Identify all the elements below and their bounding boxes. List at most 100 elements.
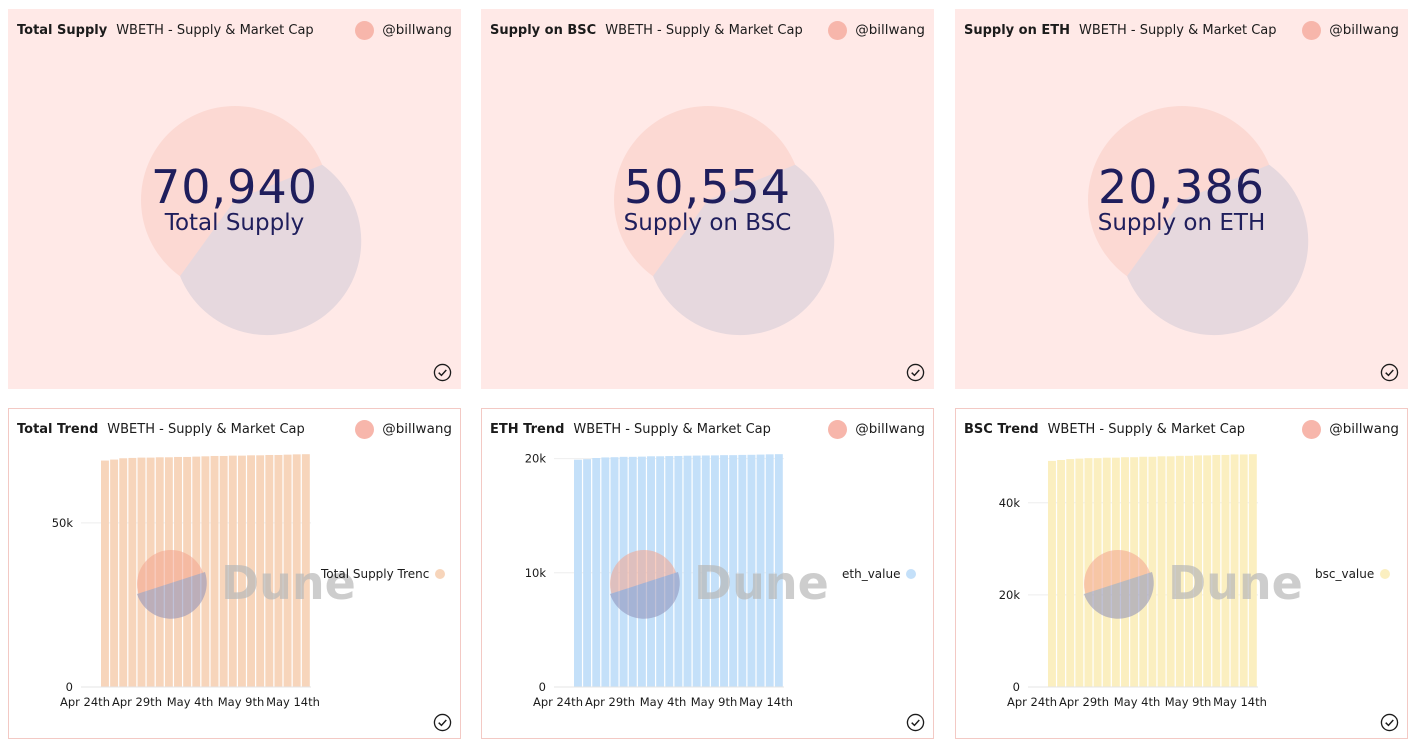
legend-label: Total Supply Trenc — [321, 567, 430, 581]
bar — [1066, 459, 1075, 687]
legend-item[interactable]: bsc_value — [1315, 567, 1391, 581]
bar — [1248, 454, 1257, 687]
watermark-text: Dune — [694, 556, 829, 610]
bar — [774, 454, 783, 687]
bar — [1184, 455, 1193, 687]
author-link[interactable]: @billwang — [355, 20, 452, 40]
bar — [756, 454, 765, 687]
bar — [583, 459, 592, 687]
x-tick-label: May 14th — [1213, 695, 1267, 709]
query-title-link[interactable]: WBETH - Supply & Market Cap — [1079, 22, 1277, 38]
card-header: ETH Trend WBETH - Supply & Market Cap @b… — [490, 418, 925, 440]
check-icon — [433, 363, 452, 382]
bar — [1239, 454, 1248, 687]
x-tick-label: May 9th — [1165, 695, 1212, 709]
query-title-link[interactable]: WBETH - Supply & Market Cap — [116, 22, 314, 38]
bar-chart: 0 10k 20k Apr 24th Apr 29th May 4th May 9th May… — [525, 452, 829, 709]
counter-label: Supply on ETH — [1097, 210, 1266, 236]
bar — [765, 454, 774, 687]
x-tick-label: May 4th — [640, 695, 687, 709]
bar — [274, 454, 283, 687]
legend-item[interactable]: Total Supply Trenc — [321, 567, 446, 581]
y-tick-label: 0 — [66, 680, 73, 694]
counter-value: 20,386 — [1098, 160, 1265, 214]
author-name: @billwang — [1329, 421, 1399, 437]
author-link[interactable]: @billwang — [355, 419, 452, 439]
x-tick-label: May 4th — [167, 695, 214, 709]
check-icon — [1380, 713, 1399, 732]
bar — [228, 455, 237, 687]
bar — [283, 454, 292, 687]
x-tick-label: May 9th — [691, 695, 738, 709]
x-tick-label: Apr 29th — [1059, 695, 1109, 709]
legend-item[interactable]: eth_value — [842, 567, 917, 581]
bar — [128, 457, 137, 687]
bar-chart: 0 50k Apr 24th Apr 29th May 4th May 9th May 14… — [52, 454, 356, 709]
bar — [738, 454, 747, 687]
bar — [601, 457, 610, 687]
legend-swatch — [1380, 569, 1391, 579]
bar — [1157, 456, 1166, 687]
bar — [292, 454, 301, 687]
visualization-title: Total Supply — [17, 22, 108, 38]
query-title-link[interactable]: WBETH - Supply & Market Cap — [107, 421, 305, 437]
bar — [1175, 455, 1184, 687]
legend-swatch — [906, 569, 917, 579]
watermark-logo-slice — [137, 572, 207, 619]
author-link[interactable]: @billwang — [1302, 20, 1399, 40]
bar — [101, 460, 109, 687]
y-tick-label: 0 — [1013, 680, 1020, 694]
chart-card-bsc-trend: BSC Trend WBETH - Supply & Market Cap @b… — [955, 408, 1408, 739]
bar — [256, 455, 265, 687]
legend-swatch — [435, 569, 446, 579]
counter-value: 70,940 — [151, 160, 318, 214]
x-tick-label: Apr 29th — [112, 695, 162, 709]
y-tick-label: 10k — [525, 566, 547, 580]
x-tick-label: Apr 24th — [60, 695, 110, 709]
avatar — [355, 419, 375, 439]
visualization-title: ETH Trend — [490, 421, 565, 437]
avatar — [1302, 20, 1322, 40]
author-link[interactable]: @billwang — [828, 419, 925, 439]
author-name: @billwang — [855, 421, 925, 437]
bar — [1203, 455, 1212, 687]
author-link[interactable]: @billwang — [828, 20, 925, 40]
author-link[interactable]: @billwang — [1302, 419, 1399, 439]
visualization-title: Supply on ETH — [964, 22, 1071, 38]
bar — [747, 454, 756, 687]
x-tick-label: Apr 29th — [585, 695, 635, 709]
bar — [729, 455, 738, 687]
bar — [237, 455, 246, 687]
card-header: Supply on BSC WBETH - Supply & Market Ca… — [490, 19, 925, 41]
author-name: @billwang — [855, 22, 925, 38]
card-header: BSC Trend WBETH - Supply & Market Cap @b… — [964, 418, 1399, 440]
bar — [1166, 456, 1175, 687]
author-name: @billwang — [1329, 22, 1399, 38]
y-tick-label: 20k — [525, 452, 547, 466]
counter-pie-graphic — [1088, 106, 1309, 336]
query-title-link[interactable]: WBETH - Supply & Market Cap — [1047, 421, 1246, 437]
visualization-title: Total Trend — [17, 421, 99, 437]
x-tick-label: May 9th — [218, 695, 265, 709]
bar — [119, 458, 128, 687]
bar — [1048, 460, 1056, 687]
bar — [1075, 458, 1084, 687]
legend-label: bsc_value — [1315, 567, 1375, 581]
bar — [710, 455, 719, 687]
query-title-link[interactable]: WBETH - Supply & Market Cap — [573, 421, 771, 437]
visualization-title: BSC Trend — [964, 421, 1039, 437]
chart-card-total-trend: Total Trend WBETH - Supply & Market Cap … — [8, 408, 461, 739]
query-title-link[interactable]: WBETH - Supply & Market Cap — [605, 22, 803, 38]
bar — [592, 457, 601, 687]
y-tick-label: 50k — [52, 516, 74, 530]
bar — [674, 455, 683, 687]
check-icon — [433, 713, 452, 732]
author-name: @billwang — [382, 22, 452, 38]
card-header: Supply on ETH WBETH - Supply & Market Ca… — [964, 19, 1399, 41]
avatar — [828, 419, 848, 439]
bar-chart: 0 20k 40k Apr 24th Apr 29th May 4th May 9th May… — [999, 454, 1303, 709]
x-tick-label: Apr 24th — [1007, 695, 1057, 709]
bar — [1148, 456, 1157, 687]
legend-label: eth_value — [842, 567, 901, 581]
y-tick-label: 20k — [999, 588, 1021, 602]
